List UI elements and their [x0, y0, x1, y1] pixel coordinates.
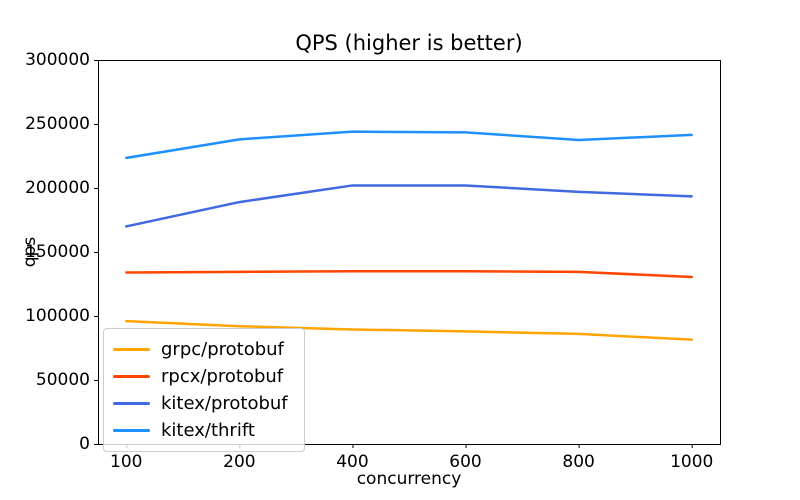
- legend-item: kitex/protobuf: [113, 390, 288, 417]
- legend-swatch-icon: [113, 348, 150, 351]
- series-line-kitex-protobuf: [125, 184, 693, 228]
- y-tick-label: 200000: [25, 178, 90, 198]
- legend-item-label: rpcx/protobuf: [161, 366, 284, 387]
- legend-swatch-icon: [113, 429, 150, 432]
- y-tick-label: 150000: [25, 242, 90, 262]
- legend-swatch-icon: [113, 402, 150, 405]
- y-tick-label: 250000: [25, 114, 90, 134]
- y-tick-label: 50000: [35, 370, 90, 390]
- x-axis-label: concurrency: [356, 469, 462, 489]
- x-tick-label: 100: [110, 452, 143, 472]
- series-line-grpc-protobuf: [125, 319, 693, 341]
- x-tick-label: 200: [223, 452, 256, 472]
- legend: grpc/protobuf rpcx/protobuf kitex/protobuf…: [103, 328, 305, 452]
- x-tick-label: 600: [449, 452, 482, 472]
- legend-item: kitex/thrift: [113, 417, 288, 444]
- legend-item-label: kitex/protobuf: [161, 393, 288, 414]
- y-tick-label: 300000: [25, 50, 90, 70]
- legend-item-label: grpc/protobuf: [161, 339, 284, 360]
- series-line-rpcx-protobuf: [125, 269, 693, 279]
- legend-item-label: kitex/thrift: [161, 420, 255, 441]
- chart-title: QPS (higher is better): [295, 31, 523, 55]
- legend-swatch-icon: [113, 375, 150, 378]
- series-line-kitex-thrift: [125, 130, 693, 160]
- y-tick-label: 0: [79, 434, 90, 454]
- legend-item: grpc/protobuf: [113, 336, 288, 363]
- y-axis-label: qps: [20, 236, 40, 268]
- y-tick-label: 100000: [25, 306, 90, 326]
- x-tick-label: 400: [336, 452, 369, 472]
- x-tick-label: 1000: [670, 452, 714, 472]
- x-tick-label: 800: [562, 452, 595, 472]
- plot-spines: [98, 60, 721, 445]
- legend-item: rpcx/protobuf: [113, 363, 288, 390]
